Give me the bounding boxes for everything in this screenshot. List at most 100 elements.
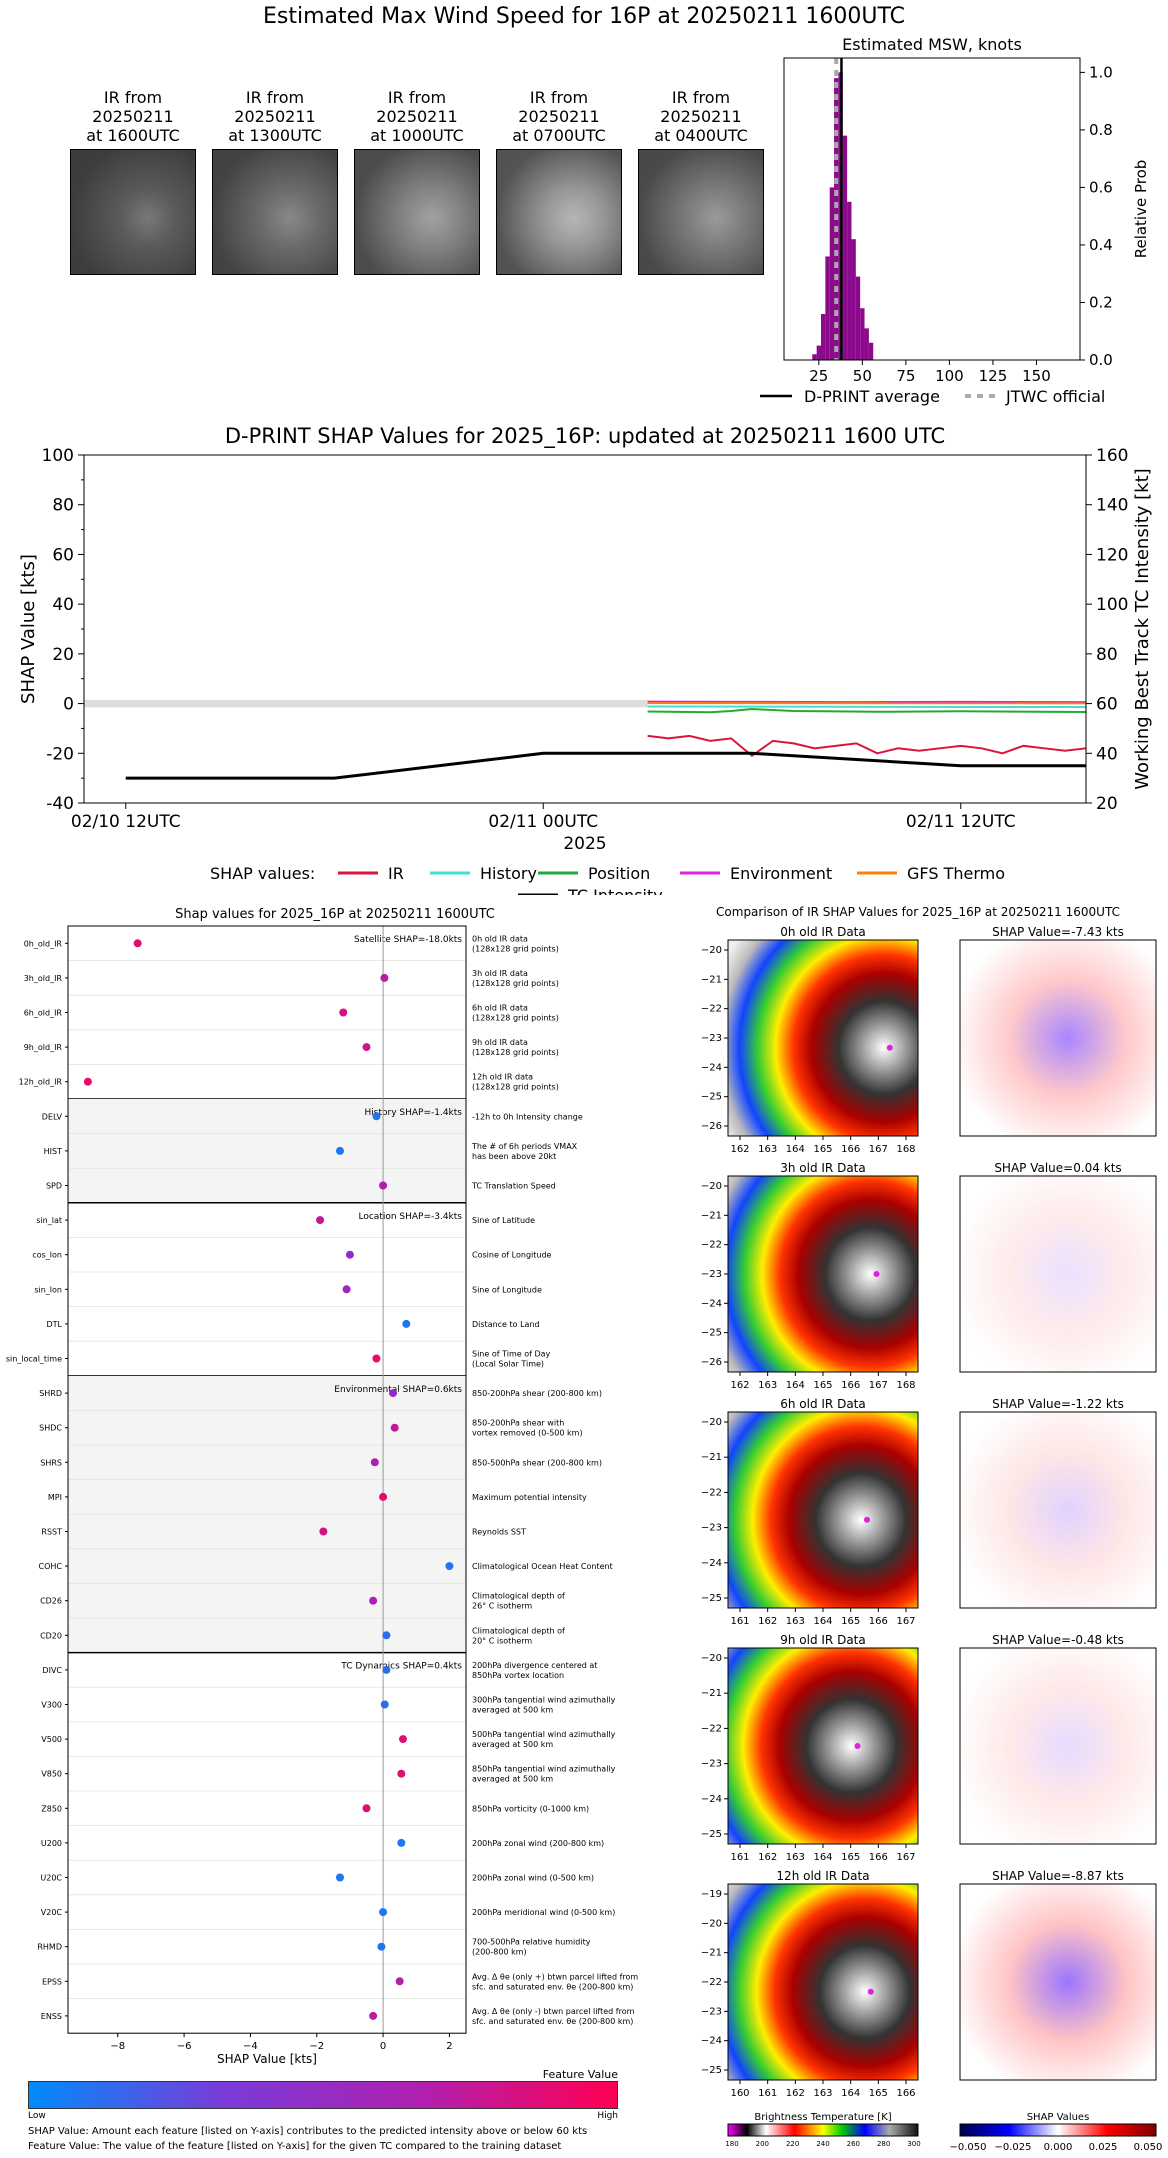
shap-panel-image <box>959 1175 1157 1373</box>
timeseries-xlabel: 2025 <box>563 834 606 854</box>
feature-chart-title: Shap values for 2025_16P at 20250211 160… <box>175 907 495 922</box>
series-line-tc-intensity <box>125 751 1086 780</box>
y-tick-label: −20 <box>701 1417 722 1428</box>
y-right-tick-label: 60 <box>1096 695 1118 715</box>
x-tick-label: 168 <box>896 1144 915 1155</box>
y-tick-label: −24 <box>701 1794 722 1805</box>
legend-label: History <box>480 864 537 883</box>
ir-thumbnail: IR from 20250211 at 0700UTC <box>496 88 622 275</box>
legend-jtwc-label: JTWC official <box>1005 387 1105 406</box>
shap-panel-title: SHAP Value=-8.87 kts <box>992 1869 1124 1883</box>
x-tick-label: −6 <box>177 2041 192 2052</box>
feature-name: 3h_old_IR <box>24 974 63 983</box>
feature-point <box>342 1285 351 1294</box>
x-tick-label: 164 <box>786 1144 805 1155</box>
storm-center-marker <box>873 1271 880 1277</box>
feature-description: 700-500hPa relative humidity <box>472 1938 591 1947</box>
feature-description: (128x128 grid points) <box>472 944 559 953</box>
feature-point <box>445 1562 454 1571</box>
feature-name: U20C <box>40 1874 62 1883</box>
ir-caption-line: IR from <box>387 88 447 107</box>
feature-name: sin_lon <box>34 1285 62 1294</box>
x-tick-label: −4 <box>243 2041 258 2052</box>
footer-note-shap: SHAP Value: Amount each feature [listed … <box>28 2126 588 2137</box>
y-tick-label: −26 <box>701 1121 722 1132</box>
x-tick-label: 50 <box>853 367 872 385</box>
x-tick-label: 166 <box>869 1616 888 1627</box>
ir-panel-title: 6h old IR Data <box>780 1397 866 1411</box>
feature-name: CD26 <box>40 1597 62 1606</box>
y-tick-label: −20 <box>701 1918 722 1929</box>
x-tick-label: 163 <box>813 2088 832 2099</box>
x-tick-label: 162 <box>758 1616 777 1627</box>
feature-description: 200hPa zonal wind (200-800 km) <box>472 1839 604 1848</box>
x-tick-label: 166 <box>869 1852 888 1863</box>
timeseries-frame <box>83 454 1087 804</box>
feature-point <box>316 1216 325 1225</box>
footer-note-feature: Feature Value: The value of the feature … <box>28 2141 562 2152</box>
feature-name: SHRD <box>39 1389 62 1398</box>
x-tick-label: 167 <box>896 1852 915 1863</box>
feature-point <box>369 1596 378 1605</box>
x-tick-label: 164 <box>813 1616 832 1627</box>
feature-point <box>398 1735 407 1744</box>
feature-point <box>133 939 142 948</box>
y-tick-label: −25 <box>701 1829 722 1840</box>
histogram-bar <box>816 345 821 360</box>
feature-point <box>402 1319 411 1328</box>
y-tick-label: 0.4 <box>1089 236 1113 254</box>
page-title: Estimated Max Wind Speed for 16P at 2025… <box>262 4 906 29</box>
x-tick-label: 161 <box>730 1852 749 1863</box>
ir-caption-line: at 1000UTC <box>370 126 464 145</box>
feature-point <box>379 1908 388 1917</box>
feature-name: Z850 <box>41 1804 62 1813</box>
x-tick-label: 163 <box>786 1852 805 1863</box>
feature-value-colorbar: Feature Value Low High <box>28 2068 618 2121</box>
feature-point <box>83 1077 92 1086</box>
feature-chart-xlabel: SHAP Value [kts] <box>217 2052 317 2066</box>
ir-panel-image <box>727 1647 919 1845</box>
x-tick-label: 2 <box>446 2041 452 2052</box>
x-tick-label: 0 <box>380 2041 386 2052</box>
ir-thumbnail-caption: IR from 20250211 at 1000UTC <box>354 88 480 145</box>
feature-description: 850hPa tangential wind azimuthally <box>472 1765 616 1774</box>
feature-point <box>382 1665 391 1674</box>
ir-caption-line: at 0400UTC <box>654 126 748 145</box>
y-tick-label: −23 <box>701 2006 722 2017</box>
series-line-ir <box>647 734 1087 758</box>
feature-description: 6h old IR data <box>472 1004 528 1013</box>
feature-description: 850hPa vortex location <box>472 1671 564 1680</box>
ir-caption-line: IR from <box>671 88 731 107</box>
x-tick-label: 167 <box>896 1616 915 1627</box>
shap-tick-label: −0.025 <box>994 2142 1031 2153</box>
feature-description: 850-200hPa shear with <box>472 1419 564 1428</box>
histogram-bar <box>829 187 835 360</box>
y-tick-label: 0.0 <box>1089 351 1113 369</box>
shap-colorbar <box>959 2123 1157 2137</box>
ir-thumbnail: IR from 20250211 at 0400UTC <box>638 88 764 275</box>
histogram-bar <box>812 354 817 360</box>
legend-title: SHAP values: <box>210 864 315 883</box>
feature-name: V20C <box>41 1908 63 1917</box>
y-tick-label: −20 <box>701 945 722 956</box>
legend-label: GFS Thermo <box>907 864 1005 883</box>
y-tick-label: −23 <box>701 1269 722 1280</box>
feature-description: 12h old IR data <box>472 1073 533 1082</box>
feature-description: Sine of Latitude <box>472 1216 535 1225</box>
histogram-bar <box>860 308 865 360</box>
feature-description: (Local Solar Time) <box>472 1360 544 1369</box>
feature-name: V300 <box>41 1701 62 1710</box>
ir-caption-line: at 1600UTC <box>86 126 180 145</box>
timeseries-ylabel-left: SHAP Value [kts] <box>18 554 39 704</box>
histogram-frame <box>783 57 1081 361</box>
y-right-tick-label: 40 <box>1096 744 1118 764</box>
feature-description: sfc. and saturated env. θe (200-800 km) <box>472 1982 633 1991</box>
ir-thumbnail-image <box>212 149 338 275</box>
feature-point <box>362 1804 371 1813</box>
x-tick-label: 165 <box>841 1616 860 1627</box>
ir-thumbnail-image <box>638 149 764 275</box>
feature-name: DELV <box>42 1112 63 1121</box>
x-tick-label: 165 <box>869 2088 888 2099</box>
y-tick-label: −23 <box>701 1759 722 1770</box>
ir-caption-line: IR from <box>103 88 163 107</box>
